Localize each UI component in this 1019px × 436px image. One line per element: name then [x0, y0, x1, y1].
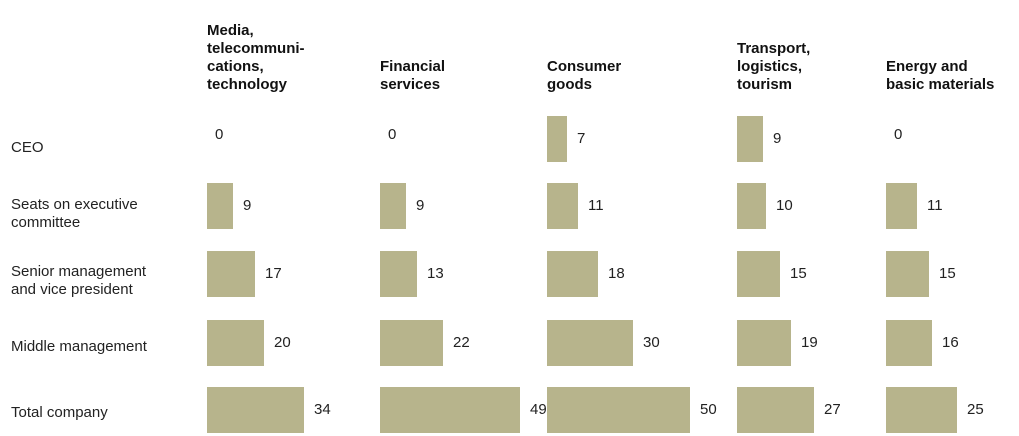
data-label: 13 [427, 265, 444, 282]
data-label: 15 [790, 265, 807, 282]
data-label: 34 [314, 401, 331, 418]
row-label: CEO [11, 139, 44, 156]
bar [886, 320, 932, 366]
bar [886, 251, 929, 297]
bar [737, 116, 763, 162]
data-label: 22 [453, 334, 470, 351]
bar [547, 183, 578, 229]
data-label: 15 [939, 265, 956, 282]
bar [547, 320, 633, 366]
column-header: Transport, logistics, tourism [737, 40, 811, 93]
data-label: 11 [588, 197, 604, 214]
bar [207, 387, 304, 433]
bar [380, 320, 443, 366]
data-label: 25 [967, 401, 984, 418]
data-label: 9 [773, 130, 782, 147]
row-label: Total company [11, 404, 108, 421]
row-label: Senior management and vice president [11, 263, 147, 298]
data-label: 17 [265, 265, 282, 282]
bar [207, 320, 264, 366]
bar [886, 387, 957, 433]
data-label: 16 [942, 334, 959, 351]
data-label: 11 [927, 197, 943, 214]
data-label: 0 [215, 126, 224, 143]
column-header: Energy and basic materials [886, 58, 995, 93]
bar [207, 251, 255, 297]
data-label: 30 [643, 334, 660, 351]
data-label: 18 [608, 265, 625, 282]
bar [380, 251, 417, 297]
bar [737, 320, 791, 366]
data-label: 49 [530, 401, 547, 418]
bar [886, 183, 917, 229]
data-label: 9 [243, 197, 252, 214]
bar [207, 183, 233, 229]
bar [380, 387, 520, 433]
data-label: 27 [824, 401, 841, 418]
data-label: 20 [274, 334, 291, 351]
bar [547, 387, 690, 433]
bar [737, 387, 814, 433]
data-label: 9 [416, 197, 425, 214]
bar [737, 183, 766, 229]
column-header: Media, telecommuni- cations, technology [207, 22, 305, 93]
row-label: Middle management [11, 338, 147, 355]
bar [380, 183, 406, 229]
bar [547, 251, 598, 297]
column-header: Consumer goods [547, 58, 622, 93]
data-label: 0 [894, 126, 903, 143]
data-label: 10 [776, 197, 793, 214]
data-label: 50 [700, 401, 717, 418]
data-label: 7 [577, 130, 586, 147]
bar [737, 251, 780, 297]
row-label: Seats on executive committee [11, 196, 138, 231]
data-label: 0 [388, 126, 397, 143]
bar [547, 116, 567, 162]
column-header: Financial services [380, 58, 446, 93]
data-label: 19 [801, 334, 818, 351]
